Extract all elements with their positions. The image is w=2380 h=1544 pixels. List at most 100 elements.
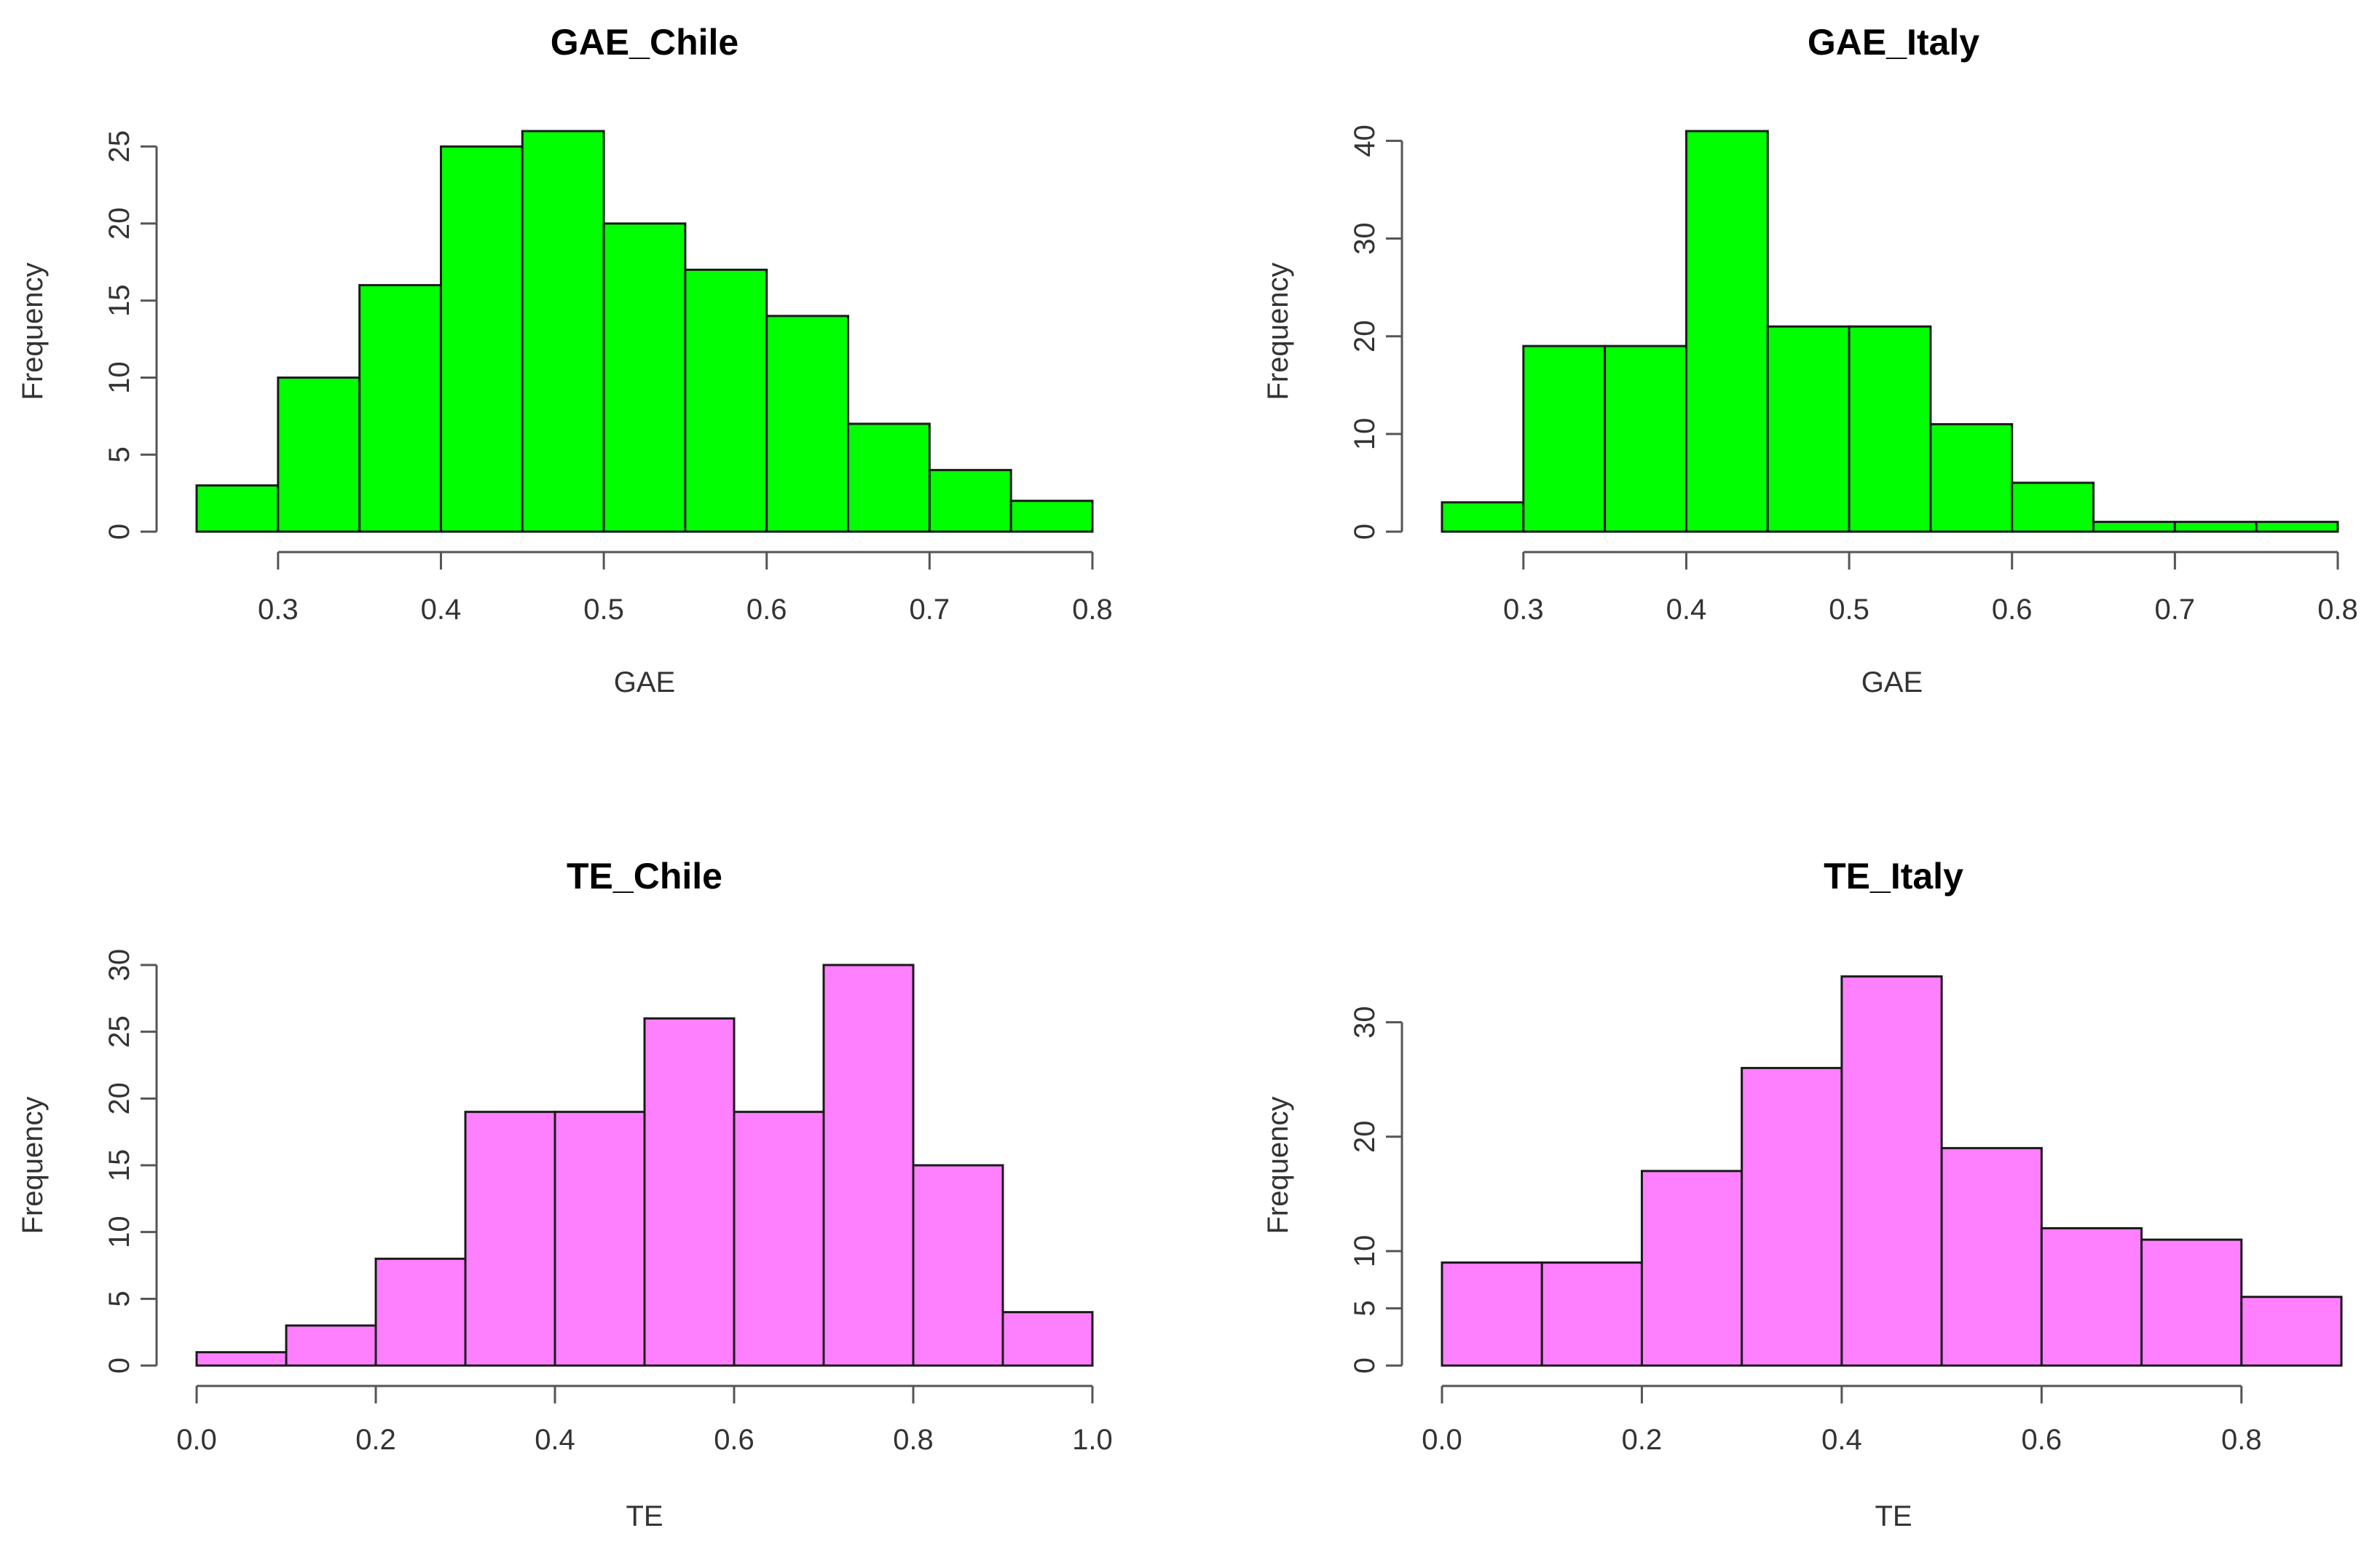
y-tick-label: 10: [103, 361, 135, 394]
x-tick-label: 0.6: [746, 594, 787, 626]
y-axis-label: Frequency: [17, 263, 49, 401]
x-axis-label: TE: [1875, 1500, 1912, 1532]
histogram-bar: [684, 268, 768, 533]
y-tick-label: 40: [1349, 125, 1381, 157]
histogram-bar: [2040, 1226, 2143, 1367]
chart-title: GAE_Italy: [1808, 22, 1979, 63]
y-tick-label: 30: [1349, 1006, 1381, 1039]
histogram-bar: [2240, 1296, 2343, 1367]
y-tick-label: 15: [103, 1149, 135, 1182]
histogram-bar: [358, 284, 442, 533]
histogram-bar: [2140, 1238, 2243, 1367]
y-tick-label: 5: [103, 446, 135, 462]
panel-gae-chile: 0.3 0.4 0.5 0.6 0.7 0.8 0 5 10 15 20 25 GAE_Chile GAE…: [17, 22, 1113, 698]
x-tick-label: 0.6: [1992, 594, 2033, 626]
histogram-bar: [1009, 500, 1094, 533]
histogram-bar: [2255, 521, 2339, 533]
histogram-bar: [1766, 325, 1851, 533]
histogram-bar: [1640, 1170, 1743, 1367]
histogram-bar: [1840, 975, 1943, 1367]
histogram-bar: [195, 484, 280, 533]
y-axis-label: Frequency: [17, 1097, 49, 1234]
y-tick-label: 25: [103, 1015, 135, 1048]
histogram-bar: [1741, 1066, 1843, 1367]
x-tick-label: 0.7: [2155, 594, 2196, 626]
x-tick-label: 0.5: [583, 594, 624, 626]
x-tick-label: 0.7: [910, 594, 950, 626]
x-tick-label: 0.8: [893, 1424, 934, 1456]
y-tick-label: 10: [103, 1216, 135, 1248]
y-tick-label: 30: [103, 949, 135, 982]
y-tick-label: 20: [1349, 1120, 1381, 1153]
x-tick-label: 0.4: [1821, 1424, 1862, 1456]
y-tick-label: 0: [1349, 524, 1381, 540]
panel-te-chile: 0.0 0.2 0.4 0.6 0.8 1.0 0 5 10 15 20 25 30 TE_Chile TE…: [17, 856, 1113, 1532]
histogram-bar: [643, 1017, 736, 1367]
y-tick-label: 0: [1349, 1358, 1381, 1374]
histogram-bar: [1001, 1311, 1094, 1367]
x-tick-label: 0.2: [1622, 1424, 1663, 1456]
x-tick-label: 0.4: [535, 1424, 575, 1456]
x-tick-label: 0.4: [421, 594, 462, 626]
y-tick-label: 20: [103, 1082, 135, 1115]
x-tick-label: 0.3: [258, 594, 299, 626]
x-tick-label: 1.0: [1072, 1424, 1113, 1456]
y-tick-label: 5: [1349, 1300, 1381, 1316]
y-tick-label: 5: [103, 1291, 135, 1307]
x-tick-label: 0.3: [1503, 594, 1544, 626]
y-axis-label: Frequency: [1262, 263, 1294, 401]
y-axis-label: Frequency: [1262, 1097, 1294, 1234]
x-tick-label: 0.6: [714, 1424, 754, 1456]
chart-title: GAE_Chile: [551, 22, 738, 63]
histogram-bar: [277, 376, 361, 533]
histogram-bar: [1684, 130, 1769, 533]
x-axis-label: GAE: [614, 666, 675, 698]
y-tick-label: 20: [1349, 320, 1381, 352]
histogram-bar: [2173, 521, 2258, 533]
x-tick-label: 0.8: [1072, 594, 1113, 626]
histogram-bar: [464, 1111, 556, 1367]
histogram-bar: [195, 1351, 288, 1367]
y-tick-label: 10: [1349, 418, 1381, 451]
y-tick-label: 25: [103, 130, 135, 163]
histogram-bar: [2092, 521, 2176, 533]
histogram-bar: [1604, 344, 1687, 533]
chart-title: TE_Chile: [567, 856, 722, 897]
y-tick-label: 0: [103, 524, 135, 540]
y-tick-label: 0: [103, 1358, 135, 1374]
histogram-bar: [847, 422, 931, 533]
x-tick-label: 0.0: [1422, 1424, 1462, 1456]
y-tick-label: 30: [1349, 222, 1381, 255]
y-tick-label: 10: [1349, 1235, 1381, 1268]
histogram-bar: [1540, 1261, 1643, 1367]
x-axis-label: TE: [626, 1500, 663, 1532]
panel-te-italy: 0.0 0.2 0.4 0.6 0.8 0 5 10 20 30 TE_Italy TE Frequen…: [1262, 856, 2343, 1532]
histogram-bar: [439, 145, 524, 533]
histogram-bar: [1522, 344, 1607, 533]
histogram-bar: [1441, 501, 1525, 533]
panel-gae-italy: 0.3 0.4 0.5 0.6 0.7 0.8 0 10 20 30 40 GAE_Italy GAE F…: [1262, 22, 2358, 698]
histogram-bar: [2011, 481, 2095, 533]
histogram-bar: [1929, 422, 2014, 533]
x-tick-label: 0.6: [2022, 1424, 2062, 1456]
x-tick-label: 0.2: [355, 1424, 396, 1456]
histogram-bar: [521, 130, 605, 533]
x-tick-label: 0.8: [2317, 594, 2358, 626]
histogram-bar: [928, 468, 1012, 533]
chart-title: TE_Italy: [1824, 856, 1963, 897]
histogram-bar: [1848, 325, 1932, 533]
histogram-bar: [374, 1257, 467, 1367]
y-tick-label: 15: [103, 284, 135, 317]
histogram-bar: [765, 315, 850, 533]
x-tick-label: 0.5: [1829, 594, 1869, 626]
y-tick-label: 20: [103, 208, 135, 240]
x-tick-label: 0.4: [1666, 594, 1707, 626]
histogram-bar: [553, 1111, 646, 1367]
x-tick-label: 0.0: [176, 1424, 217, 1456]
histogram-bar: [285, 1324, 377, 1367]
histogram-bar: [733, 1111, 825, 1367]
x-axis-label: GAE: [1861, 666, 1923, 698]
histogram-bar: [602, 222, 687, 533]
histogram-bar: [822, 964, 915, 1367]
